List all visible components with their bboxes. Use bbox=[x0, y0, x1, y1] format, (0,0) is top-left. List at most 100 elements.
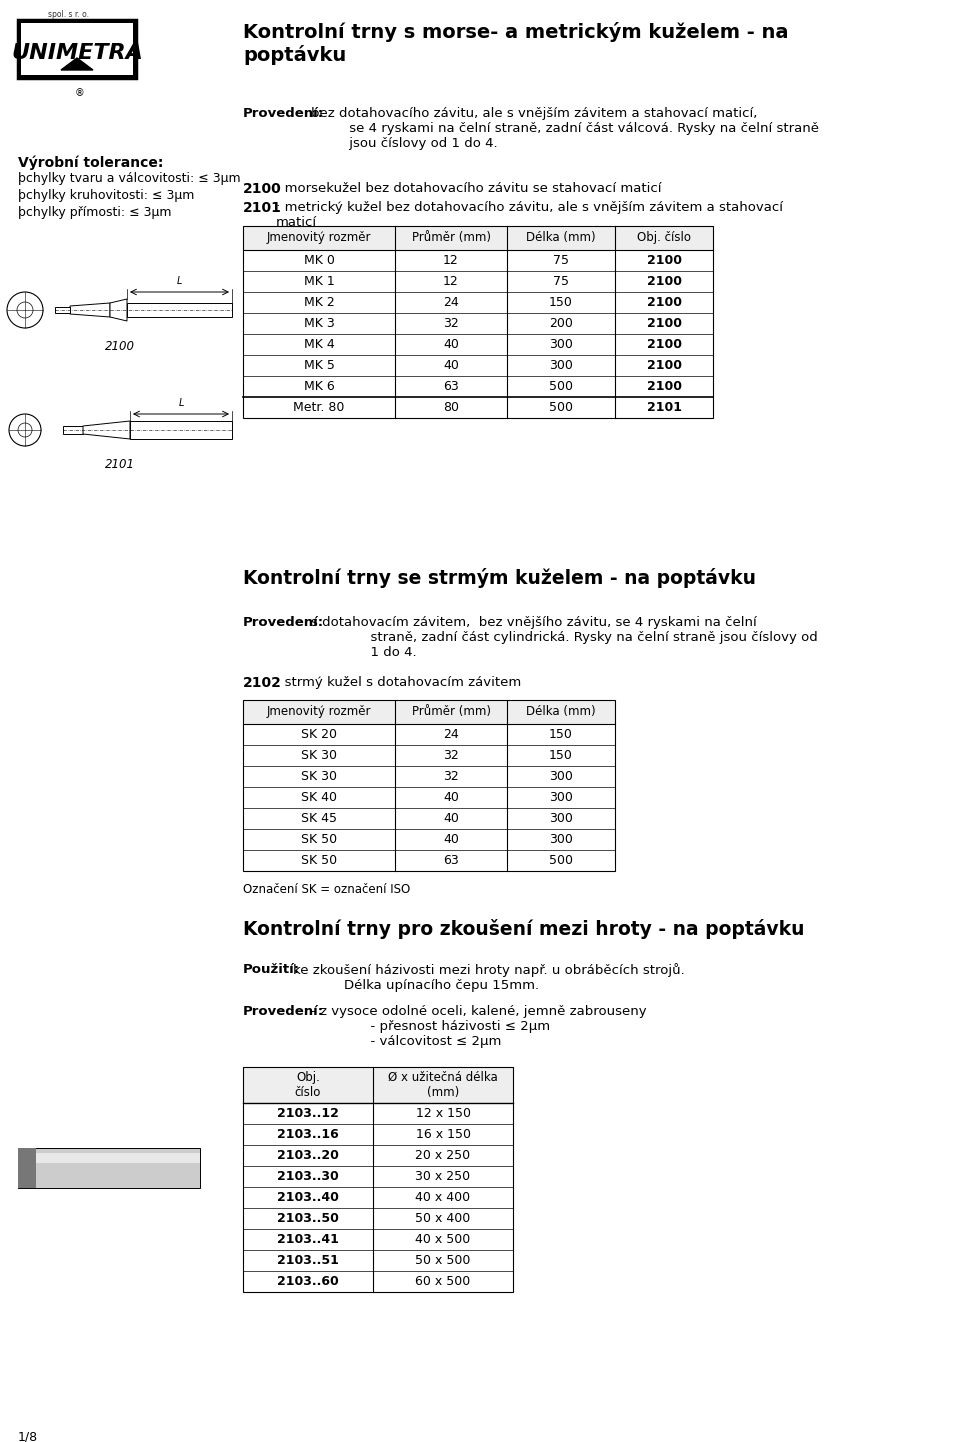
Text: 2100: 2100 bbox=[646, 254, 682, 267]
Text: UNIMETRA: UNIMETRA bbox=[12, 43, 143, 63]
Text: MK 4: MK 4 bbox=[303, 337, 334, 350]
Text: 2103..40: 2103..40 bbox=[277, 1191, 339, 1204]
Text: Jmenovitý rozměr: Jmenovitý rozměr bbox=[267, 232, 372, 245]
Text: MK 1: MK 1 bbox=[303, 275, 334, 288]
Text: : strmý kužel s dotahovacím závitem: : strmý kužel s dotahovacím závitem bbox=[276, 676, 521, 689]
Text: 2103..30: 2103..30 bbox=[277, 1169, 339, 1182]
Bar bbox=[243, 1067, 513, 1103]
Text: 2100: 2100 bbox=[646, 359, 682, 372]
Text: 150: 150 bbox=[549, 748, 573, 761]
Text: SK 30: SK 30 bbox=[301, 748, 337, 761]
Text: 2100: 2100 bbox=[646, 296, 682, 309]
Text: 1/8: 1/8 bbox=[18, 1430, 38, 1442]
Text: Metr. 80: Metr. 80 bbox=[294, 401, 345, 414]
Text: Kontrolní trny s morse- a metrickým kuželem - na
poptávku: Kontrolní trny s morse- a metrickým kuže… bbox=[243, 22, 788, 65]
Bar bbox=[18, 20, 136, 78]
Polygon shape bbox=[110, 298, 127, 322]
Text: bez dotahovacího závitu, ale s vnějším závitem a stahovací maticí,
         se 4: bez dotahovacího závitu, ale s vnějším z… bbox=[311, 107, 819, 150]
Text: 16 x 150: 16 x 150 bbox=[416, 1128, 470, 1141]
Text: 2103..12: 2103..12 bbox=[277, 1107, 339, 1120]
Text: þchylky přímosti: ≤ 3μm: þchylky přímosti: ≤ 3μm bbox=[18, 206, 172, 219]
Text: 300: 300 bbox=[549, 770, 573, 783]
Text: 2103..20: 2103..20 bbox=[277, 1149, 339, 1162]
Polygon shape bbox=[61, 58, 93, 71]
Text: 300: 300 bbox=[549, 792, 573, 805]
Text: 12: 12 bbox=[444, 254, 459, 267]
Text: 2102: 2102 bbox=[243, 676, 282, 691]
Text: 500: 500 bbox=[549, 381, 573, 394]
Text: 2103..16: 2103..16 bbox=[277, 1128, 339, 1141]
Text: spol. s r. o.: spol. s r. o. bbox=[48, 10, 89, 19]
Text: Výrobní tolerance:: Výrobní tolerance: bbox=[18, 154, 163, 170]
Text: s dotahovacím závitem,  bez vnějšího závitu, se 4 ryskami na čelní
             : s dotahovacím závitem, bez vnějšího závi… bbox=[311, 616, 818, 659]
Text: 150: 150 bbox=[549, 296, 573, 309]
Text: 50 x 500: 50 x 500 bbox=[416, 1255, 470, 1268]
Text: þchylky kruhovitosti: ≤ 3μm: þchylky kruhovitosti: ≤ 3μm bbox=[18, 189, 194, 202]
Bar bbox=[243, 699, 615, 871]
Text: 2101: 2101 bbox=[646, 401, 682, 414]
Text: MK 5: MK 5 bbox=[303, 359, 334, 372]
Text: Provedení:: Provedení: bbox=[243, 1005, 324, 1018]
Text: MK 2: MK 2 bbox=[303, 296, 334, 309]
Text: MK 0: MK 0 bbox=[303, 254, 334, 267]
Polygon shape bbox=[55, 307, 70, 313]
Text: Jmenovitý rozměr: Jmenovitý rozměr bbox=[267, 705, 372, 718]
Bar bbox=[243, 699, 615, 724]
Text: 500: 500 bbox=[549, 401, 573, 414]
Text: 2101: 2101 bbox=[105, 459, 135, 472]
Text: Kontrolní trny se strmým kuželem - na poptávku: Kontrolní trny se strmým kuželem - na po… bbox=[243, 568, 756, 588]
Text: 40 x 400: 40 x 400 bbox=[416, 1191, 470, 1204]
Text: 300: 300 bbox=[549, 833, 573, 846]
Text: 12 x 150: 12 x 150 bbox=[416, 1107, 470, 1120]
Text: Ø x užitečná délka
(mm): Ø x užitečná délka (mm) bbox=[388, 1071, 498, 1099]
Text: 2103..50: 2103..50 bbox=[277, 1211, 339, 1226]
Text: 50 x 400: 50 x 400 bbox=[416, 1211, 470, 1226]
Text: 2100: 2100 bbox=[646, 275, 682, 288]
Text: 2103..51: 2103..51 bbox=[277, 1255, 339, 1268]
Text: 75: 75 bbox=[553, 275, 569, 288]
Text: 30 x 250: 30 x 250 bbox=[416, 1169, 470, 1182]
Text: MK 6: MK 6 bbox=[303, 381, 334, 394]
Text: SK 40: SK 40 bbox=[301, 792, 337, 805]
Text: Provedení:: Provedení: bbox=[243, 616, 324, 629]
Bar bbox=[243, 226, 713, 418]
Text: 300: 300 bbox=[549, 337, 573, 350]
Text: L: L bbox=[179, 398, 183, 408]
Text: SK 30: SK 30 bbox=[301, 770, 337, 783]
Text: - z vysoce odolné oceli, kalené, jemně zabrouseny
              - přesnost háziv: - z vysoce odolné oceli, kalené, jemně z… bbox=[311, 1005, 647, 1048]
Bar bbox=[127, 303, 232, 317]
Text: 300: 300 bbox=[549, 359, 573, 372]
Text: 500: 500 bbox=[549, 854, 573, 867]
Text: 2103..60: 2103..60 bbox=[277, 1275, 339, 1288]
Text: 32: 32 bbox=[444, 748, 459, 761]
Text: Kontrolní trny pro zkoušení mezi hroty - na poptávku: Kontrolní trny pro zkoušení mezi hroty -… bbox=[243, 919, 804, 939]
Text: Průměr (mm): Průměr (mm) bbox=[412, 232, 491, 245]
Text: MK 3: MK 3 bbox=[303, 317, 334, 330]
Text: 2100: 2100 bbox=[646, 317, 682, 330]
Circle shape bbox=[17, 301, 33, 319]
Text: Délka (mm): Délka (mm) bbox=[526, 232, 596, 245]
Text: 150: 150 bbox=[549, 728, 573, 741]
Polygon shape bbox=[70, 303, 110, 317]
Text: 40: 40 bbox=[444, 792, 459, 805]
Text: 20 x 250: 20 x 250 bbox=[416, 1149, 470, 1162]
Text: 40 x 500: 40 x 500 bbox=[416, 1233, 470, 1246]
Text: SK 50: SK 50 bbox=[300, 854, 337, 867]
Bar bbox=[36, 1154, 200, 1164]
Bar bbox=[63, 425, 83, 434]
Polygon shape bbox=[83, 421, 130, 438]
Text: ke zkoušení házivosti mezi hroty např. u obráběcích strojů.
            Délka up: ke zkoušení házivosti mezi hroty např. u… bbox=[293, 963, 684, 992]
Bar bbox=[21, 23, 133, 75]
Text: Použití:: Použití: bbox=[243, 963, 300, 976]
Text: 75: 75 bbox=[553, 254, 569, 267]
Text: Provedení:: Provedení: bbox=[243, 107, 324, 120]
Bar bbox=[130, 421, 232, 438]
Text: Označení SK = označení ISO: Označení SK = označení ISO bbox=[243, 883, 410, 895]
Text: 40: 40 bbox=[444, 833, 459, 846]
Text: 2103..41: 2103..41 bbox=[277, 1233, 339, 1246]
Text: : metrický kužel bez dotahovacího závitu, ale s vnějším závitem a stahovací
mati: : metrický kužel bez dotahovacího závitu… bbox=[276, 200, 783, 229]
Text: Délka (mm): Délka (mm) bbox=[526, 705, 596, 718]
Text: ®: ® bbox=[74, 88, 84, 98]
Text: 200: 200 bbox=[549, 317, 573, 330]
Text: 24: 24 bbox=[444, 296, 459, 309]
